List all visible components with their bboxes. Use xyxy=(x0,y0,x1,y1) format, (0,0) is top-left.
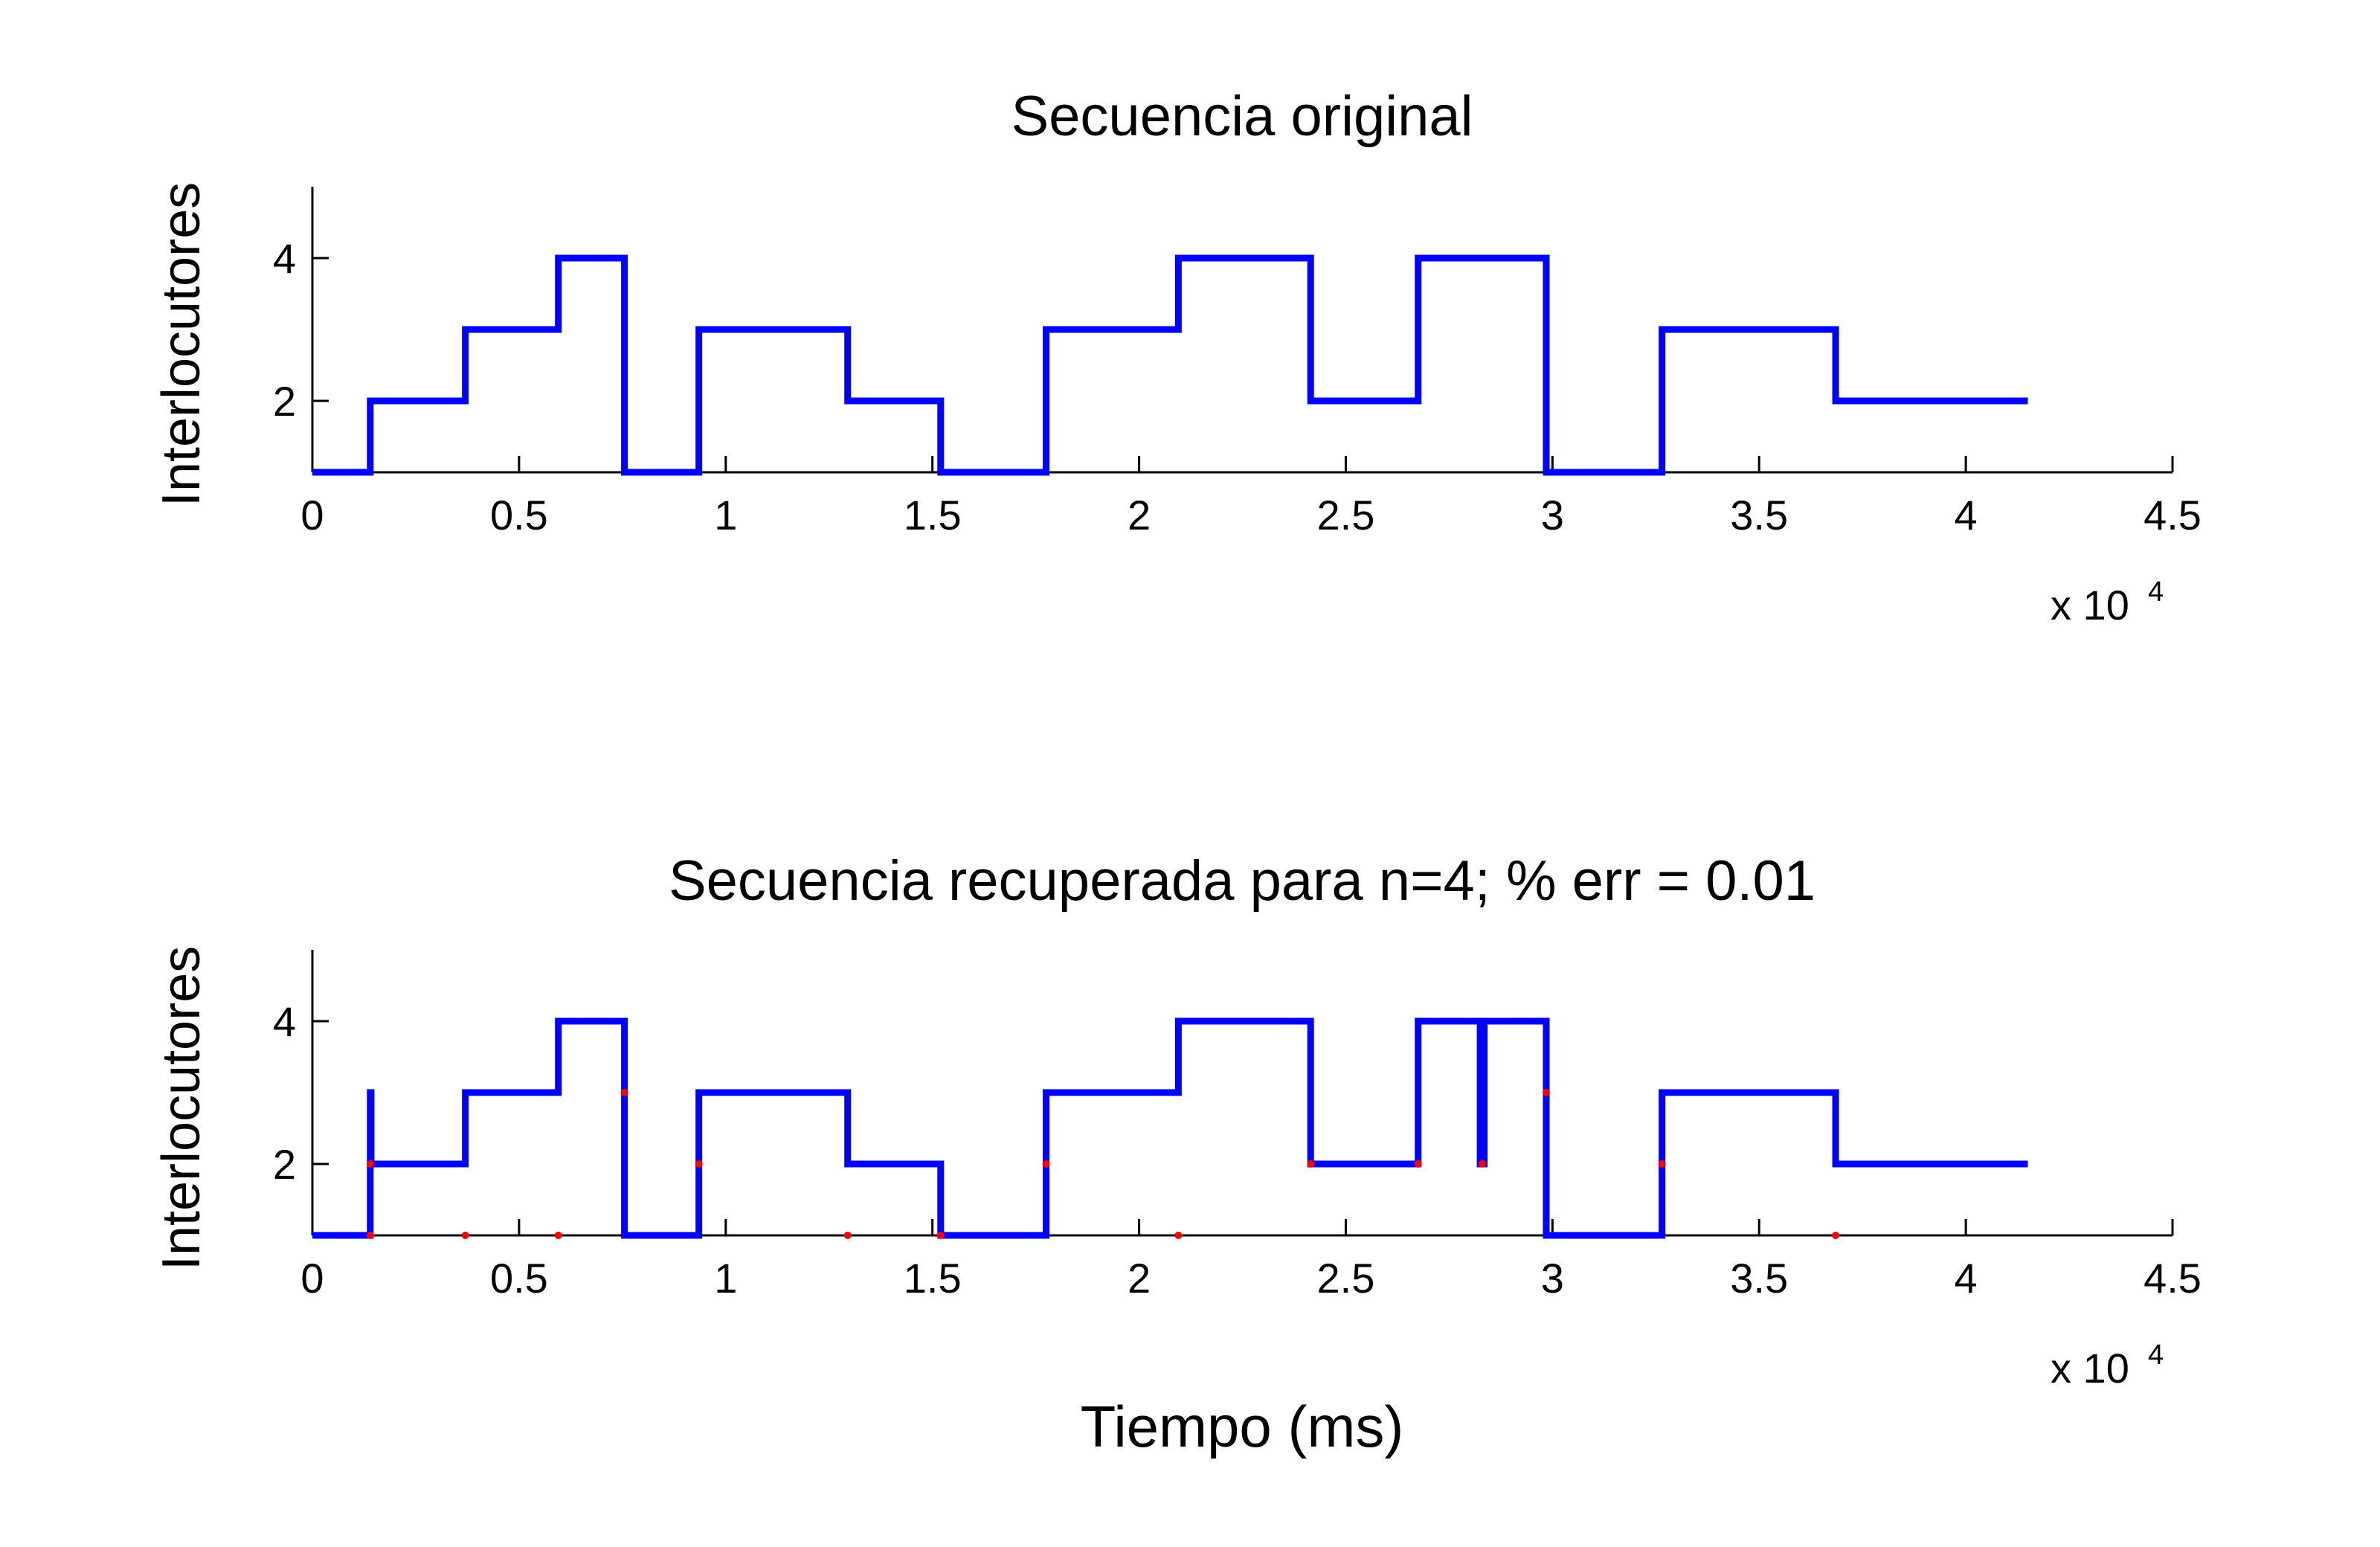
ticks: 0 0.5 1 1.5 2 2.5 3 3.5 4 4.5 2 4 xyxy=(273,235,2202,538)
x-tick-label: 0 xyxy=(300,492,324,538)
series-marker xyxy=(366,1160,374,1168)
x-tick-label: 3.5 xyxy=(1730,492,1788,538)
series-line xyxy=(312,254,2028,476)
y-axis-label: Interlocutores xyxy=(152,182,211,506)
series-marker xyxy=(366,1232,374,1239)
series-lines xyxy=(312,1017,2028,1239)
series-marker xyxy=(1478,1160,1486,1168)
series-marker xyxy=(1542,1089,1550,1096)
x-tick-label: 2 xyxy=(1128,1255,1151,1302)
x-tick-label: 0 xyxy=(300,1255,324,1302)
series-marker xyxy=(843,1232,852,1239)
subplot-recuperada: Secuencia recuperada para n=4; % err = 0… xyxy=(152,849,2202,1459)
y-tick-label: 2 xyxy=(273,378,296,425)
x-tick-label: 0.5 xyxy=(490,1255,548,1302)
chart-title: Secuencia recuperada para n=4; % err = 0… xyxy=(669,849,1815,913)
series-marker xyxy=(936,1232,945,1239)
x-tick-label: 4.5 xyxy=(2143,492,2202,538)
x-tick-label: 4 xyxy=(1955,1255,1978,1302)
x-axis-multiplier: x 10 xyxy=(2051,1345,2129,1392)
series-markers xyxy=(366,1089,1840,1239)
series-marker xyxy=(461,1232,469,1239)
series-marker xyxy=(1832,1232,1840,1239)
series-marker xyxy=(1307,1160,1315,1168)
x-tick-label: 3.5 xyxy=(1730,1255,1788,1302)
x-axis-label: Tiempo (ms) xyxy=(1081,1394,1404,1459)
series-marker xyxy=(554,1232,562,1239)
y-tick-label: 4 xyxy=(273,235,296,282)
y-axis-label: Interlocutores xyxy=(152,946,211,1270)
y-tick-label: 4 xyxy=(273,998,296,1045)
x-tick-label: 0.5 xyxy=(490,492,548,538)
series-marker xyxy=(620,1089,628,1096)
ticks: 0 0.5 1 1.5 2 2.5 3 3.5 4 4.5 2 4 xyxy=(273,998,2202,1302)
x-tick-label: 2.5 xyxy=(1317,492,1375,538)
x-tick-label: 3 xyxy=(1541,1255,1564,1302)
series-line xyxy=(312,1017,2028,1239)
series-lines xyxy=(312,254,2028,476)
series-marker xyxy=(695,1160,703,1168)
series-marker xyxy=(1658,1160,1666,1168)
x-tick-label: 3 xyxy=(1541,492,1564,538)
x-tick-label: 1 xyxy=(714,492,737,538)
x-axis-multiplier-exponent: 4 xyxy=(2148,576,2164,608)
y-tick-label: 2 xyxy=(273,1141,296,1188)
subplot-original: Secuencia original Interlocutores 0 0.5 1 1… xyxy=(152,85,2202,628)
x-axis-multiplier-exponent: 4 xyxy=(2148,1339,2164,1371)
x-tick-label: 2.5 xyxy=(1317,1255,1375,1302)
x-axis-multiplier: x 10 xyxy=(2051,582,2129,628)
series-marker xyxy=(1042,1160,1050,1168)
series-marker xyxy=(1174,1232,1183,1239)
x-tick-label: 1.5 xyxy=(904,492,962,538)
x-tick-label: 1.5 xyxy=(904,1255,962,1302)
x-tick-label: 1 xyxy=(714,1255,737,1302)
x-tick-label: 4.5 xyxy=(2143,1255,2202,1302)
x-tick-label: 4 xyxy=(1955,492,1978,538)
chart-title: Secuencia original xyxy=(1011,85,1473,148)
series-marker xyxy=(1414,1160,1422,1168)
x-tick-label: 2 xyxy=(1128,492,1151,538)
